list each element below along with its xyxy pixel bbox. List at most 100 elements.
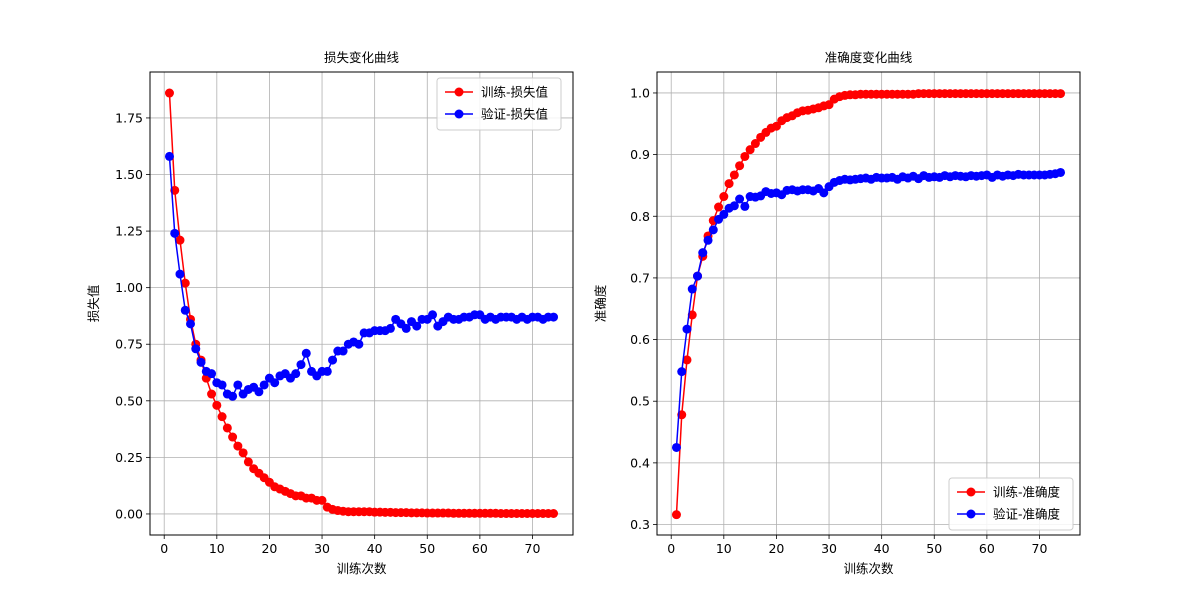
series-1 (164, 88, 559, 518)
data-point (170, 228, 180, 238)
y-tick-label: 0.50 (115, 393, 143, 408)
data-point (296, 360, 306, 370)
data-point (164, 88, 174, 98)
data-point (354, 339, 364, 349)
data-point (228, 432, 238, 442)
series-line (675, 171, 1061, 448)
data-point (698, 248, 708, 258)
data-point (328, 355, 338, 365)
plot-area-frame (149, 71, 574, 536)
data-point (401, 323, 411, 333)
data-point (385, 323, 395, 333)
data-point (259, 380, 269, 390)
y-tick-label: 0.00 (115, 506, 143, 521)
data-point (217, 380, 227, 390)
data-point (671, 510, 681, 520)
data-point (243, 457, 253, 467)
legend-frame (948, 477, 1074, 531)
y-tick-label: 0.7 (630, 270, 650, 285)
data-point (412, 321, 422, 331)
data-point (238, 448, 248, 458)
data-point (708, 225, 718, 235)
data-point (428, 310, 438, 320)
series-line (168, 156, 554, 398)
series-1 (671, 89, 1066, 520)
data-point (1056, 167, 1066, 177)
legend-item: 训练-准确度 (957, 485, 1061, 500)
data-point (549, 312, 559, 322)
x-tick-label: 10 (716, 541, 732, 556)
data-point (740, 151, 750, 161)
data-point (233, 441, 243, 451)
data-point (549, 509, 559, 518)
legend-marker (454, 109, 464, 119)
chart-title: 损失变化曲线 (324, 50, 400, 65)
chart-panel-1: 0 10 20 30 40 50 60 70 0.00 0.25 0.50 0.75 1.00 1.25 1… (86, 50, 574, 576)
legend-item: 训练-损失值 (445, 85, 548, 100)
x-axis-label: 训练次数 (843, 561, 894, 576)
y-tick-label: 0.5 (630, 394, 650, 409)
series-2 (164, 151, 559, 401)
data-point (677, 367, 687, 377)
legend-label: 验证-准确度 (993, 507, 1061, 522)
data-point (217, 412, 227, 422)
data-point (735, 161, 745, 171)
legend-label: 训练-准确度 (993, 485, 1061, 500)
y-tick-label: 1.50 (115, 167, 143, 182)
y-tick-label: 1.0 (630, 85, 650, 100)
data-point (671, 442, 681, 452)
data-point (270, 378, 280, 388)
x-tick-label: 50 (419, 541, 435, 556)
data-point (175, 235, 185, 245)
x-tick-label: 30 (821, 541, 837, 556)
x-tick-label: 30 (314, 541, 330, 556)
x-tick-label: 40 (874, 541, 890, 556)
plot-area-frame (656, 71, 1081, 536)
data-point (222, 423, 232, 433)
y-axis-label: 损失值 (86, 285, 101, 323)
data-point (233, 380, 243, 390)
x-tick-label: 20 (768, 541, 784, 556)
chart-panel-2: 0 10 20 30 40 50 60 70 0.3 0.4 0.5 0.6 0.7 0.8 0.9 1.0 准… (593, 50, 1081, 576)
x-tick-label: 0 (160, 541, 168, 556)
data-point (196, 357, 206, 367)
data-point (687, 284, 697, 294)
data-point (687, 310, 697, 320)
x-tick-label: 40 (367, 541, 383, 556)
y-tick-label: 0.8 (630, 209, 650, 224)
y-tick-label: 1.00 (115, 280, 143, 295)
series-2 (671, 167, 1066, 452)
data-point (212, 400, 222, 410)
y-tick-label: 0.75 (115, 337, 143, 352)
data-point (186, 319, 196, 329)
data-point (724, 179, 734, 189)
data-point (207, 389, 217, 399)
x-tick-label: 70 (525, 541, 541, 556)
data-point (207, 369, 217, 379)
y-tick-label: 1.25 (115, 224, 143, 239)
y-axis-label: 准确度 (593, 284, 608, 322)
series-line (168, 93, 554, 515)
y-tick-label: 0.9 (630, 147, 650, 162)
data-point (703, 235, 713, 245)
data-point (719, 209, 729, 219)
data-point (191, 344, 201, 354)
y-tick-label: 0.4 (630, 455, 650, 470)
data-point (719, 192, 729, 202)
legend-marker (454, 87, 464, 97)
data-point (735, 194, 745, 204)
legend-marker (966, 487, 976, 497)
data-point (729, 201, 739, 211)
x-tick-label: 50 (926, 541, 942, 556)
x-tick-label: 60 (472, 541, 488, 556)
data-point (338, 346, 348, 356)
data-point (745, 145, 755, 155)
legend-frame (436, 77, 562, 131)
x-tick-label: 70 (1032, 541, 1048, 556)
x-tick-label: 10 (209, 541, 225, 556)
data-point (740, 201, 750, 211)
data-point (1056, 89, 1066, 99)
